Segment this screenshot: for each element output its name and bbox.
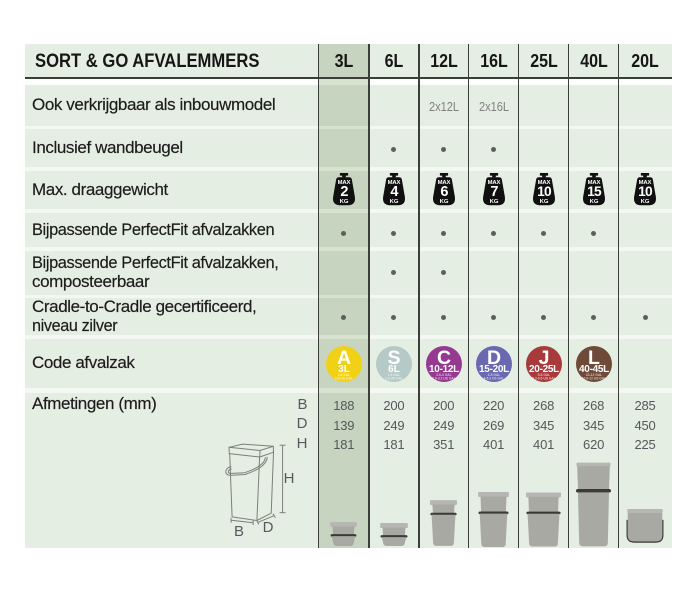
svg-text:6: 6 bbox=[440, 183, 448, 199]
svg-text:4-5.3 US GAL: 4-5.3 US GAL bbox=[483, 376, 504, 380]
svg-text:KG: KG bbox=[389, 198, 398, 204]
svg-text:10-12L: 10-12L bbox=[429, 364, 459, 375]
svg-text:1.6 US GAL: 1.6 US GAL bbox=[385, 376, 403, 380]
svg-text:1.5 GAL: 1.5 GAL bbox=[388, 373, 400, 377]
svg-text:0.8 US GAL: 0.8 US GAL bbox=[335, 376, 353, 380]
svg-text:MAX: MAX bbox=[537, 179, 550, 185]
svg-text:MAX: MAX bbox=[487, 179, 500, 185]
svg-text:L: L bbox=[588, 346, 600, 368]
svg-text:KG: KG bbox=[339, 198, 348, 204]
svg-text:MAX: MAX bbox=[587, 179, 600, 185]
svg-text:KG: KG bbox=[489, 198, 498, 204]
svg-text:KG: KG bbox=[589, 198, 598, 204]
svg-text:KG: KG bbox=[439, 198, 448, 204]
svg-text:0.8 GAL: 0.8 GAL bbox=[338, 373, 350, 377]
svg-text:MAX: MAX bbox=[387, 179, 400, 185]
svg-text:20-25L: 20-25L bbox=[529, 364, 559, 375]
svg-text:4-5 GAL: 4-5 GAL bbox=[487, 373, 500, 377]
svg-text:2.6-3 GAL: 2.6-3 GAL bbox=[436, 373, 451, 377]
svg-text:40-45L: 40-45L bbox=[579, 364, 609, 375]
svg-text:MAX: MAX bbox=[437, 179, 450, 185]
svg-text:J: J bbox=[538, 346, 549, 368]
svg-text:4: 4 bbox=[390, 183, 398, 199]
svg-text:2.6-3.2 US GAL: 2.6-3.2 US GAL bbox=[432, 376, 456, 380]
svg-text:6L: 6L bbox=[388, 364, 400, 375]
svg-text:3L: 3L bbox=[338, 364, 350, 375]
svg-text:5-6 GAL: 5-6 GAL bbox=[537, 373, 550, 377]
svg-text:C: C bbox=[437, 346, 451, 368]
svg-text:10.6-12 US GAL: 10.6-12 US GAL bbox=[581, 376, 606, 380]
svg-text:10-12 GAL: 10-12 GAL bbox=[585, 373, 601, 377]
svg-text:15: 15 bbox=[587, 183, 602, 198]
svg-text:10: 10 bbox=[638, 183, 653, 198]
svg-text:10: 10 bbox=[537, 183, 552, 198]
svg-text:MAX: MAX bbox=[639, 179, 652, 185]
svg-text:MAX: MAX bbox=[337, 179, 350, 185]
svg-text:2: 2 bbox=[340, 183, 348, 199]
svg-text:KG: KG bbox=[539, 198, 548, 204]
svg-text:KG: KG bbox=[641, 198, 650, 204]
svg-text:S: S bbox=[387, 346, 400, 368]
svg-text:D: D bbox=[487, 346, 501, 368]
svg-text:15-20L: 15-20L bbox=[479, 364, 509, 375]
svg-text:5.3-6.6 US GAL: 5.3-6.6 US GAL bbox=[532, 376, 556, 380]
svg-text:7: 7 bbox=[490, 183, 498, 199]
svg-text:A: A bbox=[337, 346, 351, 368]
